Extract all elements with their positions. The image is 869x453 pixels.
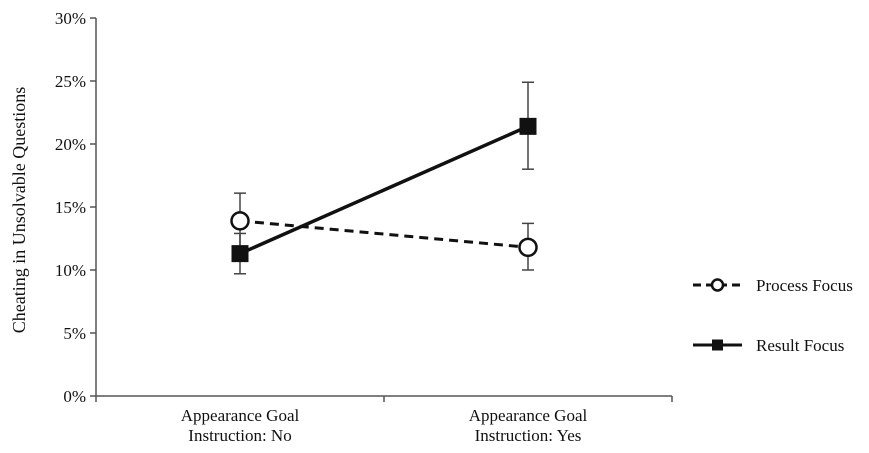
series-line — [239, 124, 529, 256]
x-tick-label: Instruction: No — [188, 426, 291, 445]
data-point-circle — [230, 211, 250, 231]
y-tick-label: 20% — [55, 135, 86, 154]
x-tick-label: Appearance Goal — [469, 406, 588, 425]
series-line — [239, 219, 529, 249]
x-tick-label: Instruction: Yes — [475, 426, 582, 445]
legend-label: Process Focus — [756, 276, 853, 295]
y-tick-label: 15% — [55, 198, 86, 217]
legend-marker — [712, 339, 723, 351]
legend-marker — [710, 278, 725, 292]
y-tick-label: 30% — [55, 9, 86, 28]
y-tick-label: 25% — [55, 72, 86, 91]
data-point-square — [231, 245, 249, 263]
y-tick-label: 5% — [63, 324, 86, 343]
legend-label: Result Focus — [756, 336, 844, 355]
data-point-square — [519, 117, 537, 135]
legend: Process Focus Result Focus — [693, 276, 853, 355]
y-tick-label: 10% — [55, 261, 86, 280]
x-tick-label: Appearance Goal — [181, 406, 300, 425]
y-axis-label: Cheating in Unsolvable Questions — [9, 87, 29, 333]
data-point-circle — [518, 237, 538, 258]
series-layer — [230, 81, 538, 275]
y-axis-ticks: 0% 5% 10% 15% 20% 25% 30% — [55, 9, 96, 406]
y-tick-label: 0% — [63, 387, 86, 406]
